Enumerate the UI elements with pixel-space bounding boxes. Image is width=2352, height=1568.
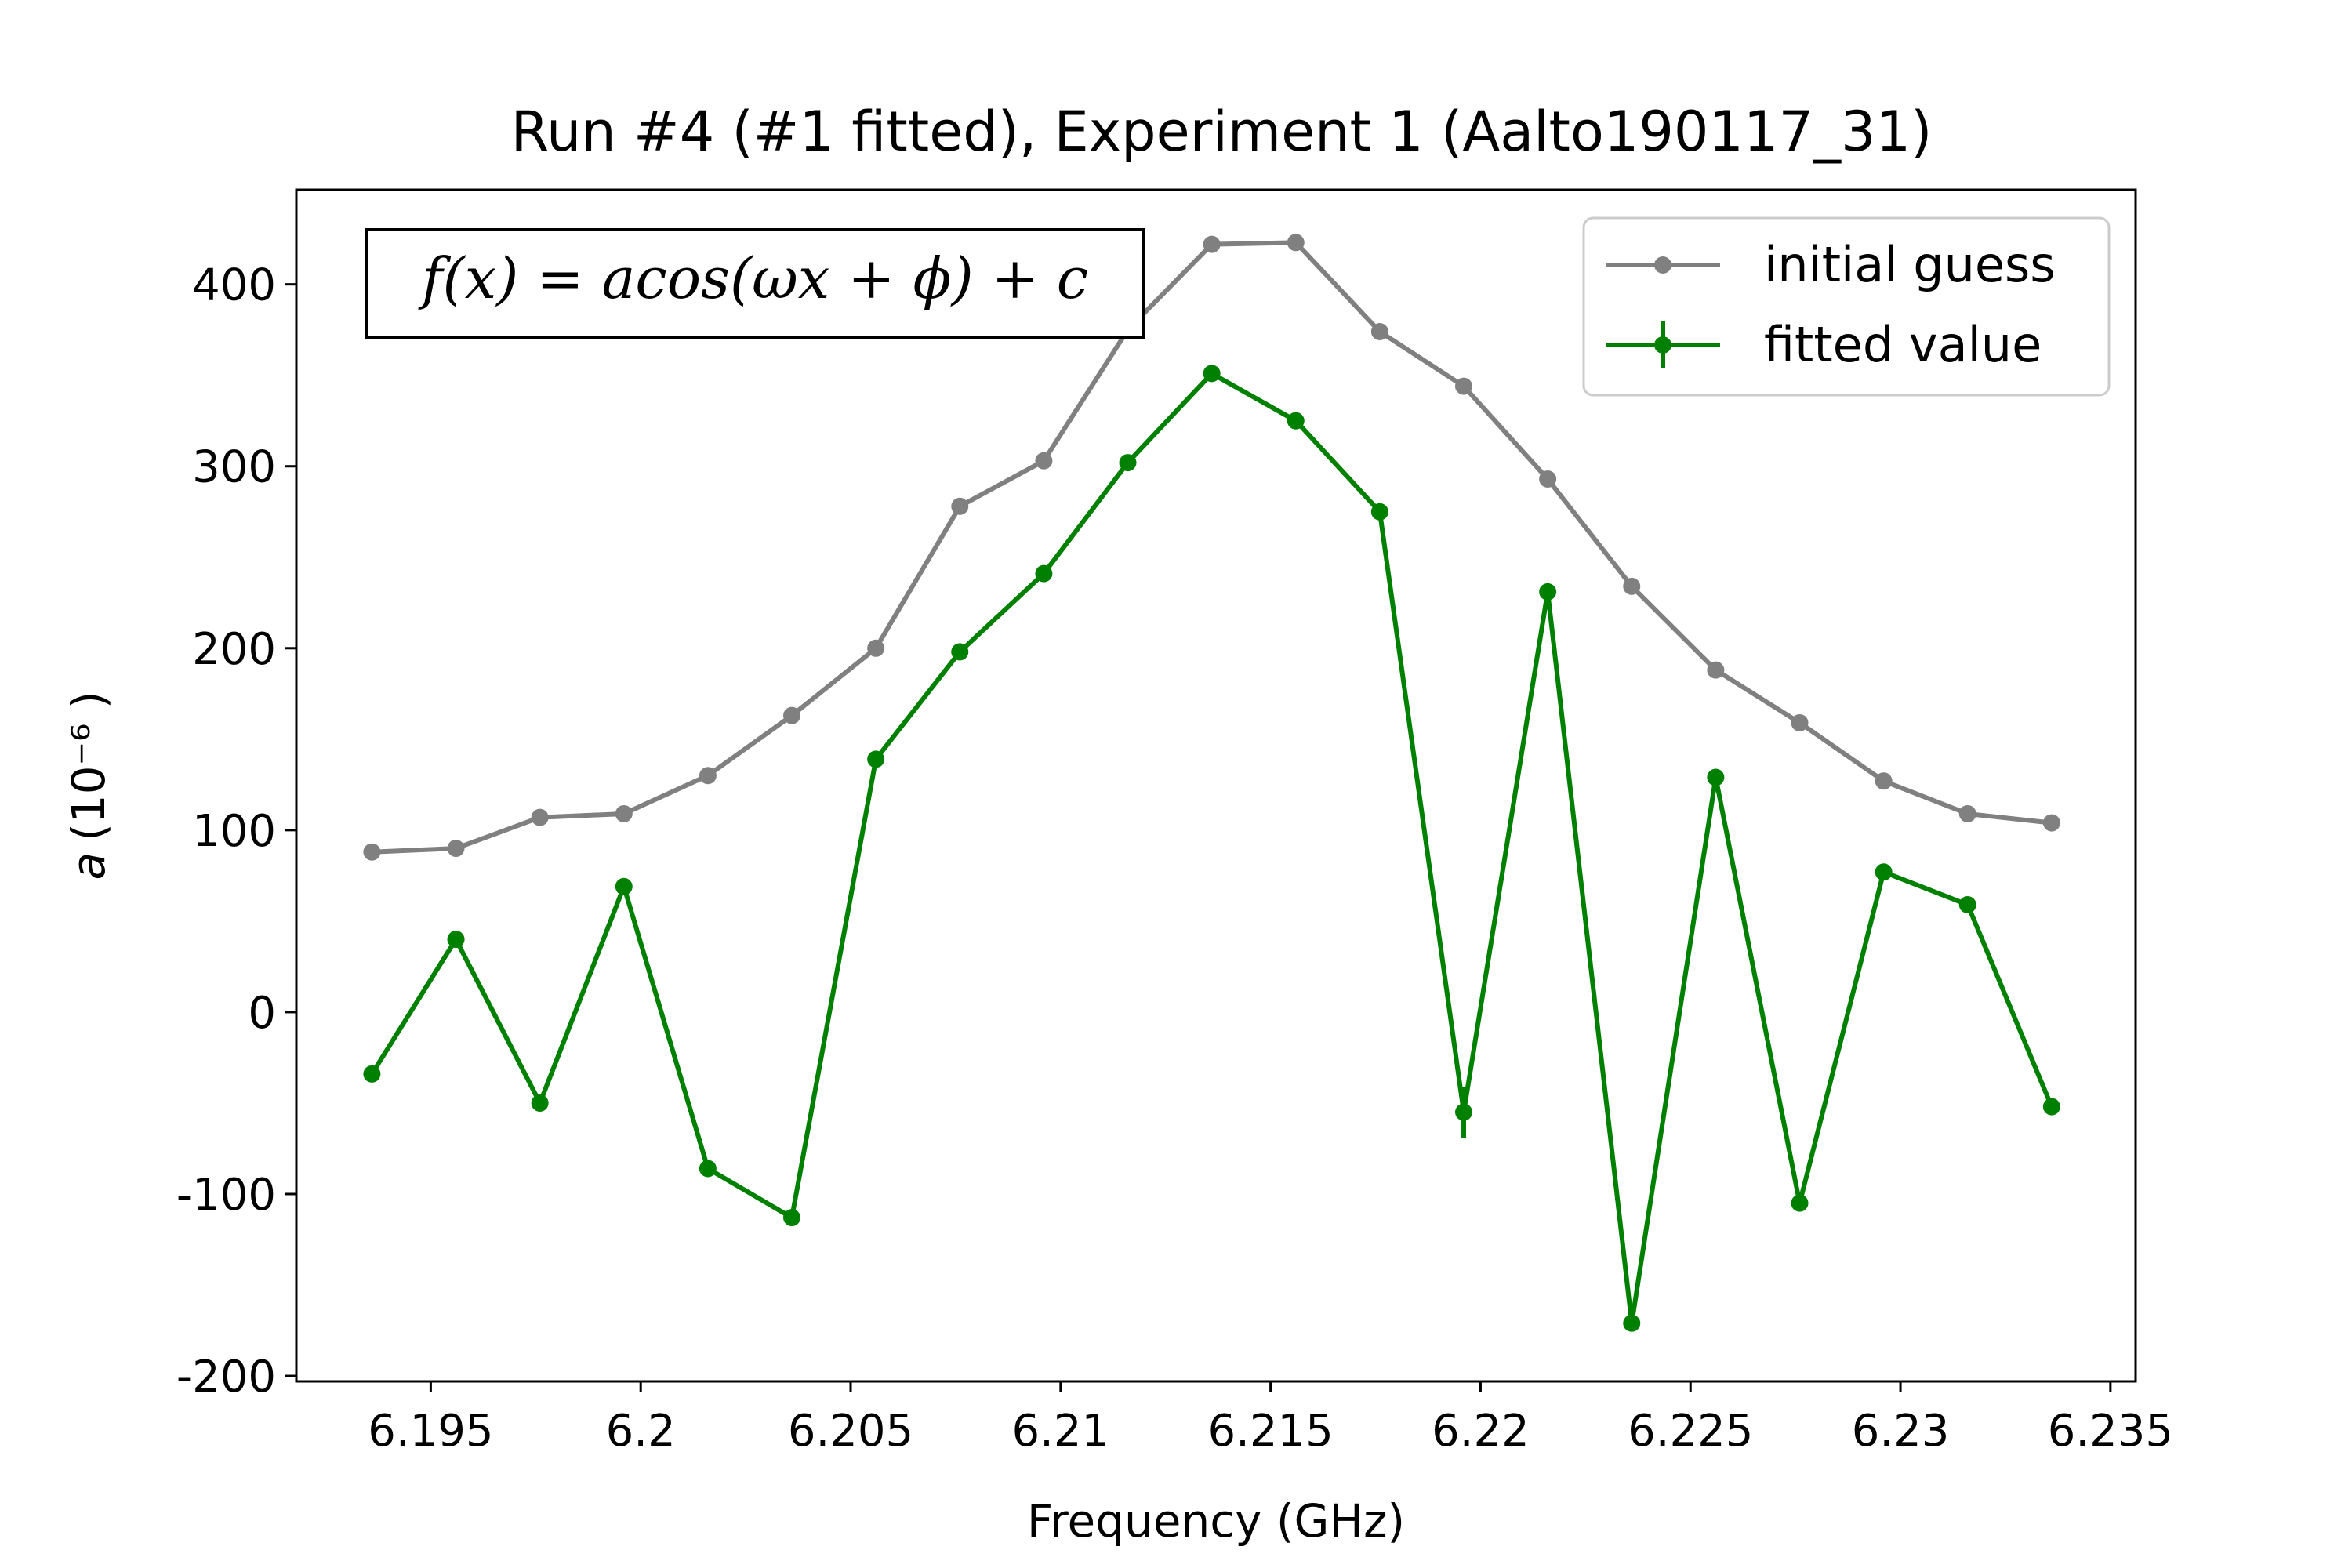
y-tick-label: 200: [192, 624, 276, 675]
data-point-fitted-value: [615, 877, 633, 895]
data-point-fitted-value: [1203, 365, 1221, 383]
data-point-initial-guess: [1623, 577, 1641, 595]
legend-label-initial-guess: initial guess: [1764, 236, 2056, 293]
legend-label-fitted-value: fitted value: [1764, 316, 2042, 373]
legend-frame: [1582, 216, 2111, 397]
series-layer: [363, 234, 2060, 1332]
data-point-initial-guess: [1791, 713, 1809, 731]
y-tick-label: -100: [176, 1170, 276, 1221]
data-point-initial-guess: [699, 767, 717, 785]
x-axis-title: Frequency (GHz): [1027, 1494, 1405, 1548]
y-axis-title: a (10⁻⁶ ): [62, 691, 115, 880]
data-point-fitted-value: [447, 931, 465, 949]
y-axis-title-symbol: a: [62, 852, 115, 880]
y-tick-label: 400: [192, 260, 276, 311]
data-point-fitted-value: [699, 1160, 717, 1178]
x-tick-label: 6.225: [1628, 1406, 1753, 1457]
x-tick-label: 6.23: [1852, 1406, 1950, 1457]
data-point-initial-guess: [1455, 377, 1473, 395]
x-tick-label: 6.235: [2048, 1406, 2173, 1457]
formula-annotation: f(x) = acos(ωx + ϕ) + c: [365, 228, 1145, 339]
data-point-initial-guess: [2042, 814, 2060, 832]
data-point-initial-guess: [1203, 235, 1221, 253]
legend-swatch-initial-guess-marker: [1654, 256, 1671, 274]
chart-title: Run #4 (#1 fitted), Experiment 1 (Aalto1…: [511, 100, 1933, 164]
data-point-fitted-value: [363, 1065, 381, 1083]
data-point-initial-guess: [1287, 234, 1305, 252]
data-point-initial-guess: [783, 706, 801, 724]
data-point-initial-guess: [1539, 470, 1557, 488]
data-point-initial-guess: [1707, 661, 1725, 679]
x-tick-label: 6.195: [368, 1406, 493, 1457]
x-tick-label: 6.21: [1011, 1406, 1109, 1457]
data-point-initial-guess: [447, 840, 465, 858]
data-point-fitted-value: [1875, 863, 1893, 881]
legend-swatch-fitted-value-marker: [1654, 336, 1671, 354]
data-point-fitted-value: [1287, 412, 1305, 430]
x-axis-ticks: 6.195 6.2 6.205 6.21 6.215 6.22 6.225 6.23 6.235: [368, 1381, 2173, 1457]
data-point-initial-guess: [867, 639, 885, 657]
data-point-initial-guess: [1958, 804, 1976, 822]
x-tick-label: 6.2: [606, 1406, 676, 1457]
data-point-initial-guess: [1875, 772, 1893, 790]
y-tick-label: -200: [176, 1352, 276, 1403]
legend: initial guess fitted value: [1582, 216, 2111, 397]
data-point-fitted-value: [1539, 583, 1557, 601]
data-point-fitted-value: [951, 643, 969, 661]
data-point-fitted-value: [1958, 896, 1976, 913]
data-point-fitted-value: [1455, 1103, 1473, 1121]
y-axis-ticks: -200 -100 0 100 200 300 400: [176, 260, 296, 1403]
series-fitted-value: [363, 365, 2060, 1332]
x-tick-label: 6.215: [1207, 1406, 1333, 1457]
data-point-fitted-value: [867, 750, 885, 768]
x-tick-label: 6.22: [1432, 1406, 1530, 1457]
y-tick-label: 100: [192, 806, 276, 857]
data-point-fitted-value: [1119, 454, 1137, 472]
data-point-fitted-value: [783, 1209, 801, 1227]
formula-box: [365, 228, 1145, 339]
data-point-initial-guess: [615, 804, 633, 822]
y-tick-label: 300: [192, 442, 276, 493]
data-point-fitted-value: [1707, 768, 1725, 786]
data-point-fitted-value: [1035, 564, 1053, 583]
legend-item-initial-guess: initial guess: [1606, 236, 2056, 293]
data-point-fitted-value: [1623, 1314, 1641, 1332]
series-initial-guess: [363, 234, 2060, 861]
data-point-initial-guess: [1370, 323, 1388, 341]
legend-item-fitted-value: fitted value: [1606, 316, 2042, 373]
y-axis-title-unit: (10⁻⁶ ): [62, 691, 115, 841]
data-point-initial-guess: [531, 808, 549, 826]
data-point-fitted-value: [1370, 503, 1388, 521]
formula-text: f(x) = acos(ωx + ϕ) + c: [418, 245, 1088, 311]
x-tick-label: 6.205: [788, 1406, 913, 1457]
plot-area: [295, 188, 2137, 1383]
plot-frame: [295, 188, 2137, 1383]
data-point-fitted-value: [2042, 1098, 2060, 1116]
data-point-initial-guess: [1035, 452, 1053, 470]
data-point-initial-guess: [951, 497, 969, 515]
data-point-initial-guess: [363, 843, 381, 861]
data-point-fitted-value: [531, 1094, 549, 1112]
y-tick-label: 0: [248, 988, 276, 1039]
data-point-fitted-value: [1791, 1194, 1809, 1212]
